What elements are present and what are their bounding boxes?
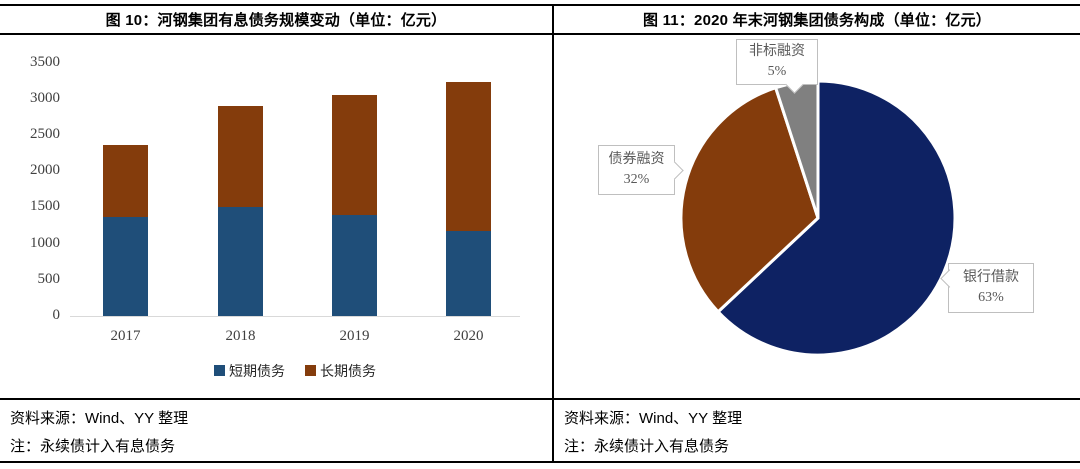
figure-11-title-row: 图 11：2020 年末河钢集团债务构成（单位：亿元） xyxy=(554,6,1080,35)
x-axis-category-label: 2017 xyxy=(110,327,141,344)
pie-svg xyxy=(679,79,957,357)
callout-bank-loans: 银行借款 63% xyxy=(948,262,1034,313)
y-axis-tick-label: 1500 xyxy=(30,198,60,215)
legend-label-short-term: 短期债务 xyxy=(229,364,285,380)
legend-item-long-term: 长期债务 xyxy=(305,361,376,381)
figure-10-panel: 图 10：河钢集团有息债务规模变动（单位：亿元） 短期债务 长期债务 0 500 1… xyxy=(0,6,554,461)
x-axis-baseline xyxy=(70,315,520,317)
bar-chart-legend: 短期债务 长期债务 xyxy=(70,361,520,381)
source-text: 资料来源：Wind、YY 整理 xyxy=(564,410,743,427)
figure-table: 图 10：河钢集团有息债务规模变动（单位：亿元） 短期债务 长期债务 0 500 1… xyxy=(0,4,1080,463)
y-axis-tick-label: 2000 xyxy=(30,162,60,179)
bar-segment-long-term-2020 xyxy=(446,82,491,232)
x-axis-category-label: 2018 xyxy=(225,327,256,344)
note-text: 注：永续债计入有息债务 xyxy=(564,438,730,455)
figure-11-panel: 图 11：2020 年末河钢集团债务构成（单位：亿元） 非标融资 5% 债券融资… xyxy=(554,6,1080,461)
y-axis-tick-label: 1000 xyxy=(30,234,60,251)
pie-chart: 非标融资 5% 债券融资 32% 银行借款 63% xyxy=(554,35,1080,398)
bar-segment-short-term-2017 xyxy=(103,216,148,316)
short-term-swatch-icon xyxy=(214,365,225,377)
x-axis-category-label: 2019 xyxy=(339,327,370,344)
legend-label-long-term: 长期债务 xyxy=(320,364,376,380)
x-axis-category-label: 2020 xyxy=(453,327,484,344)
figure-11-title: 图 11：2020 年末河钢集团债务构成（单位：亿元） xyxy=(643,11,991,29)
bar-segment-long-term-2019 xyxy=(332,94,377,216)
callout-percent: 5% xyxy=(767,63,787,79)
long-term-swatch-icon xyxy=(305,365,316,377)
callout-bond-financing: 债券融资 32% xyxy=(598,144,675,195)
figure-10-title-row: 图 10：河钢集团有息债务规模变动（单位：亿元） xyxy=(0,6,552,35)
bar-segment-long-term-2017 xyxy=(103,145,148,217)
bar-segment-short-term-2018 xyxy=(218,207,263,316)
legend-item-short-term: 短期债务 xyxy=(214,361,285,381)
figure-11-footer: 资料来源：Wind、YY 整理 注：永续债计入有息债务 xyxy=(554,398,1080,461)
pie-slice-银行借款 xyxy=(716,79,957,357)
pie-slice-债券融资 xyxy=(679,86,820,314)
callout-percent: 32% xyxy=(623,171,650,187)
source-text: 资料来源：Wind、YY 整理 xyxy=(10,410,189,427)
note-text: 注：永续债计入有息债务 xyxy=(10,438,176,455)
y-axis-tick-label: 3500 xyxy=(30,53,60,70)
y-axis-tick-label: 0 xyxy=(52,306,61,323)
figure-10-footer: 资料来源：Wind、YY 整理 注：永续债计入有息债务 xyxy=(0,398,552,461)
y-axis-tick-label: 2500 xyxy=(30,126,60,143)
callout-percent: 63% xyxy=(978,289,1004,305)
callout-label: 非标融资 xyxy=(749,43,805,59)
y-axis-tick-label: 500 xyxy=(37,270,61,287)
bar-segment-short-term-2020 xyxy=(446,231,491,316)
callout-non-standard-financing: 非标融资 5% xyxy=(736,38,818,85)
stacked-bar-chart: 短期债务 长期债务 0 500 1000 1500 2000 2500 3000 3500 20… xyxy=(0,35,552,398)
bar-segment-long-term-2018 xyxy=(218,105,263,208)
bar-segment-short-term-2019 xyxy=(332,215,377,316)
callout-label: 银行借款 xyxy=(963,269,1019,285)
y-axis-tick-label: 3000 xyxy=(30,90,60,106)
callout-label: 债券融资 xyxy=(608,151,665,167)
figure-10-title: 图 10：河钢集团有息债务规模变动（单位：亿元） xyxy=(105,11,447,29)
